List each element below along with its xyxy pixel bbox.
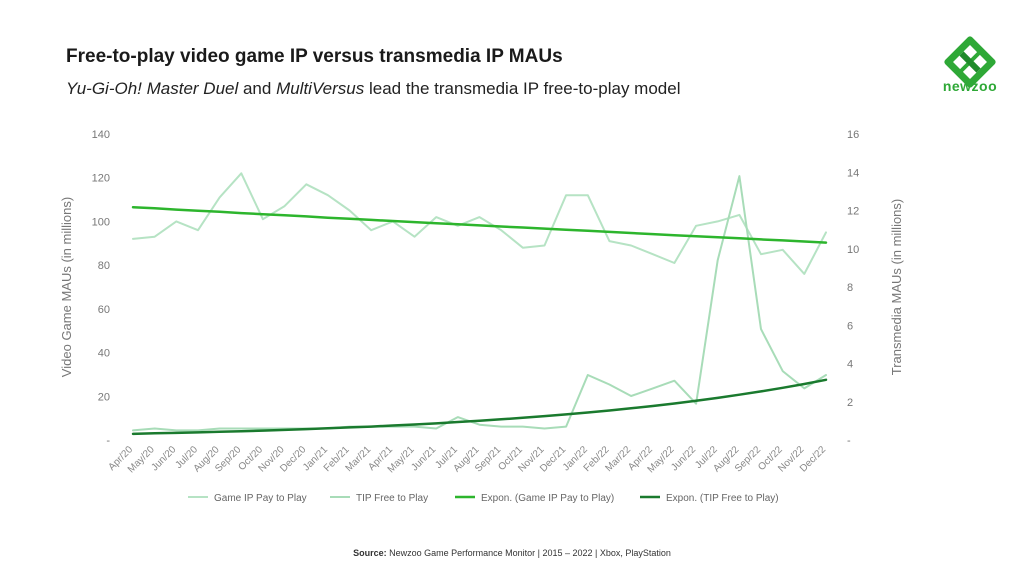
y-tick-label: 20 xyxy=(98,391,110,403)
y-axis-label: Video Game MAUs (in millions) xyxy=(59,197,74,377)
y2-tick-label: 4 xyxy=(847,359,853,371)
subtitle-rest: lead the transmedia IP free-to-play mode… xyxy=(364,79,681,98)
chart-subtitle: Yu-Gi-Oh! Master Duel and MultiVersus le… xyxy=(66,79,680,99)
source-text: Newzoo Game Performance Monitor | 2015 –… xyxy=(386,548,671,558)
legend-label: Expon. (Game IP Pay to Play) xyxy=(481,493,614,504)
line-chart: - 20 40 60 80 100 120 140 - 2 4 6 8 10 12 14 16 Video Gam… xyxy=(59,129,904,504)
x-tick-label: Jun/21 xyxy=(409,444,438,473)
y-tick-label: 120 xyxy=(92,173,110,185)
y-tick-label: - xyxy=(106,435,110,447)
series-line-2 xyxy=(132,175,827,432)
y2-tick-label: 2 xyxy=(847,397,853,409)
x-tick-label: Jun/20 xyxy=(149,444,178,473)
series-line-4 xyxy=(131,378,828,436)
y2-tick-label: 10 xyxy=(847,244,859,256)
y-tick-label: 140 xyxy=(92,129,110,141)
subtitle-connector: and xyxy=(238,79,277,98)
legend-label: Expon. (TIP Free to Play) xyxy=(666,493,779,504)
subtitle-game-name-1: Yu-Gi-Oh! Master Duel xyxy=(66,79,239,98)
y-tick-label: 80 xyxy=(98,260,110,272)
x-tick-label: Jun/22 xyxy=(669,444,698,473)
y-tick-label: 40 xyxy=(98,348,110,360)
series-line-1 xyxy=(132,172,827,275)
y2-tick-label: 12 xyxy=(847,206,859,218)
y2-tick-label: 6 xyxy=(847,320,853,332)
y2-tick-label: - xyxy=(847,435,851,447)
y2-tick-label: 16 xyxy=(847,129,859,141)
y-tick-label: 60 xyxy=(98,304,110,316)
source-note: Source: Newzoo Game Performance Monitor … xyxy=(0,548,1024,558)
newzoo-logo-icon xyxy=(944,36,996,88)
source-label: Source: xyxy=(353,548,387,558)
y2-tick-label: 8 xyxy=(847,282,853,294)
y2-axis-label: Transmedia MAUs (in millions) xyxy=(889,199,904,376)
subtitle-game-name-2: MultiVersus xyxy=(276,79,365,98)
series-line-3 xyxy=(131,205,828,244)
logo-wordmark: newzoo xyxy=(942,78,998,94)
legend-label: Game IP Pay to Play xyxy=(214,493,307,504)
y2-tick-label: 14 xyxy=(847,167,859,179)
y-tick-label: 100 xyxy=(92,216,110,228)
legend-label: TIP Free to Play xyxy=(356,493,428,504)
chart-title: Free-to-play video game IP versus transm… xyxy=(66,46,563,67)
